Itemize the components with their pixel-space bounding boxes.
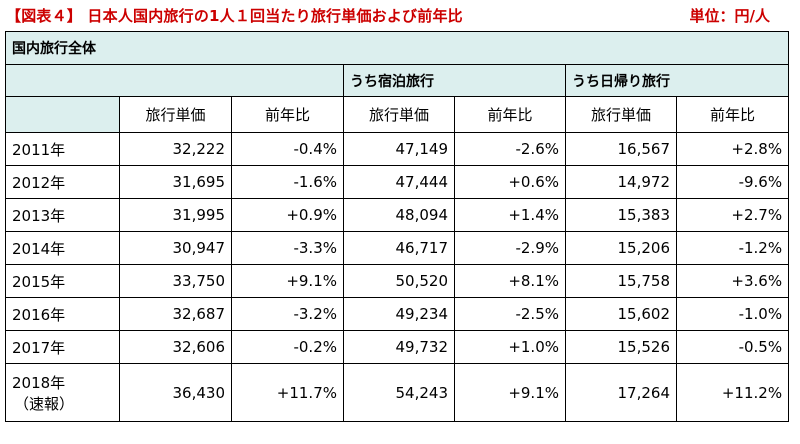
unit-price-cell: 17,264	[565, 363, 677, 422]
year-cell: 2017年	[5, 330, 120, 364]
column-header: 前年比	[231, 96, 344, 133]
unit-price-cell: 15,526	[565, 330, 677, 364]
unit-price-cell: 47,149	[343, 132, 455, 166]
yoy-change-cell: +3.6%	[675, 264, 790, 298]
group-header-daytrip: うち日帰り旅行	[564, 64, 790, 97]
unit-price-cell: 49,234	[343, 297, 455, 331]
table-row: 2015年 33,750 +9.1% 50,520 +8.1% 15,758 +3.6%	[5, 264, 790, 298]
year-label: 2014年	[12, 239, 66, 258]
column-header: 旅行単価	[565, 96, 677, 133]
yoy-change-cell: +11.7%	[231, 363, 344, 422]
unit-price-cell: 15,206	[565, 231, 677, 265]
yoy-change-cell: -2.9%	[454, 231, 566, 265]
group-header-overnight: うち宿泊旅行	[343, 64, 566, 97]
year-note: （速報）	[14, 394, 75, 413]
table-row: 2013年 31,995 +0.9% 48,094 +1.4% 15,383 +2.7%	[5, 198, 790, 232]
year-label: 2016年	[12, 305, 66, 324]
yoy-change-cell: +9.1%	[231, 264, 344, 298]
unit-price-cell: 32,687	[119, 297, 232, 331]
page-title: 【図表４】 日本人国内旅行の1人１回当たり旅行単価および前年比	[6, 7, 463, 25]
year-label: 2015年	[12, 272, 66, 291]
unit-price-cell: 32,606	[119, 330, 232, 364]
unit-price-cell: 54,243	[343, 363, 455, 422]
column-header: 旅行単価	[343, 96, 455, 133]
unit-price-table: 国内旅行全体 うち宿泊旅行 うち日帰り旅行 旅行単価 前年比 旅行単価 前年比 …	[4, 31, 790, 422]
unit-price-cell: 31,995	[119, 198, 232, 232]
unit-price-cell: 47,444	[343, 165, 455, 199]
unit-price-cell: 50,520	[343, 264, 455, 298]
yoy-change-cell: +2.8%	[675, 132, 790, 166]
yoy-change-cell: +0.6%	[454, 165, 566, 199]
year-cell: 2014年	[5, 231, 120, 265]
yoy-change-cell: -0.4%	[231, 132, 344, 166]
title-bar: 【図表４】 日本人国内旅行の1人１回当たり旅行単価および前年比 単位：円/人	[0, 0, 800, 30]
year-column-header	[5, 96, 120, 133]
header-spacer	[5, 64, 344, 97]
table-row: 2018年 （速報） 36,430 +11.7% 54,243 +9.1% 17,264 +1…	[5, 363, 790, 422]
year-cell: 2011年	[5, 132, 120, 166]
yoy-change-cell: -9.6%	[675, 165, 790, 199]
column-header: 旅行単価	[119, 96, 232, 133]
table-row: 2011年 32,222 -0.4% 47,149 -2.6% 16,567 +2.8%	[5, 132, 790, 166]
yoy-change-cell: +1.4%	[454, 198, 566, 232]
unit-price-cell: 31,695	[119, 165, 232, 199]
yoy-change-cell: -2.5%	[454, 297, 566, 331]
year-label: 2012年	[12, 173, 66, 192]
yoy-change-cell: +11.2%	[675, 363, 790, 422]
unit-price-cell: 16,567	[565, 132, 677, 166]
yoy-change-cell: +0.9%	[231, 198, 344, 232]
year-cell: 2015年	[5, 264, 120, 298]
unit-price-cell: 36,430	[119, 363, 232, 422]
unit-price-cell: 33,750	[119, 264, 232, 298]
yoy-change-cell: -1.0%	[675, 297, 790, 331]
table-body: 2011年 32,222 -0.4% 47,149 -2.6% 16,567 +2.8% 20…	[5, 132, 790, 422]
yoy-change-cell: -0.5%	[675, 330, 790, 364]
yoy-change-cell: -2.6%	[454, 132, 566, 166]
yoy-change-cell: +8.1%	[454, 264, 566, 298]
yoy-change-cell: -3.3%	[231, 231, 344, 265]
column-header: 前年比	[454, 96, 566, 133]
unit-price-cell: 15,383	[565, 198, 677, 232]
year-label: 2013年	[12, 206, 66, 225]
unit-price-cell: 30,947	[119, 231, 232, 265]
column-header: 前年比	[675, 96, 790, 133]
table-row: 2012年 31,695 -1.6% 47,444 +0.6% 14,972 -9.6%	[5, 165, 790, 199]
unit-price-cell: 49,732	[343, 330, 455, 364]
table-row: 2014年 30,947 -3.3% 46,717 -2.9% 15,206 -1.2%	[5, 231, 790, 265]
unit-price-cell: 46,717	[343, 231, 455, 265]
unit-price-cell: 32,222	[119, 132, 232, 166]
yoy-change-cell: -0.2%	[231, 330, 344, 364]
yoy-change-cell: +9.1%	[454, 363, 566, 422]
yoy-change-cell: -3.2%	[231, 297, 344, 331]
year-cell: 2018年 （速報）	[5, 363, 120, 422]
year-label: 2018年	[12, 373, 66, 392]
yoy-change-cell: -1.2%	[675, 231, 790, 265]
year-label: 2011年	[12, 140, 66, 159]
unit-price-cell: 48,094	[343, 198, 455, 232]
unit-label: 単位：円/人	[689, 7, 770, 25]
yoy-change-cell: +2.7%	[675, 198, 790, 232]
unit-price-cell: 14,972	[565, 165, 677, 199]
unit-price-cell: 15,758	[565, 264, 677, 298]
table-row: 2016年 32,687 -3.2% 49,234 -2.5% 15,602 -1.0%	[5, 297, 790, 331]
yoy-change-cell: +1.0%	[454, 330, 566, 364]
table-row: 2017年 32,606 -0.2% 49,732 +1.0% 15,526 -0.5%	[5, 330, 790, 364]
year-cell: 2013年	[5, 198, 120, 232]
group-header-overall: 国内旅行全体	[4, 31, 790, 65]
year-cell: 2012年	[5, 165, 120, 199]
year-cell: 2016年	[5, 297, 120, 331]
unit-price-cell: 15,602	[565, 297, 677, 331]
year-label: 2017年	[12, 338, 66, 357]
yoy-change-cell: -1.6%	[231, 165, 344, 199]
